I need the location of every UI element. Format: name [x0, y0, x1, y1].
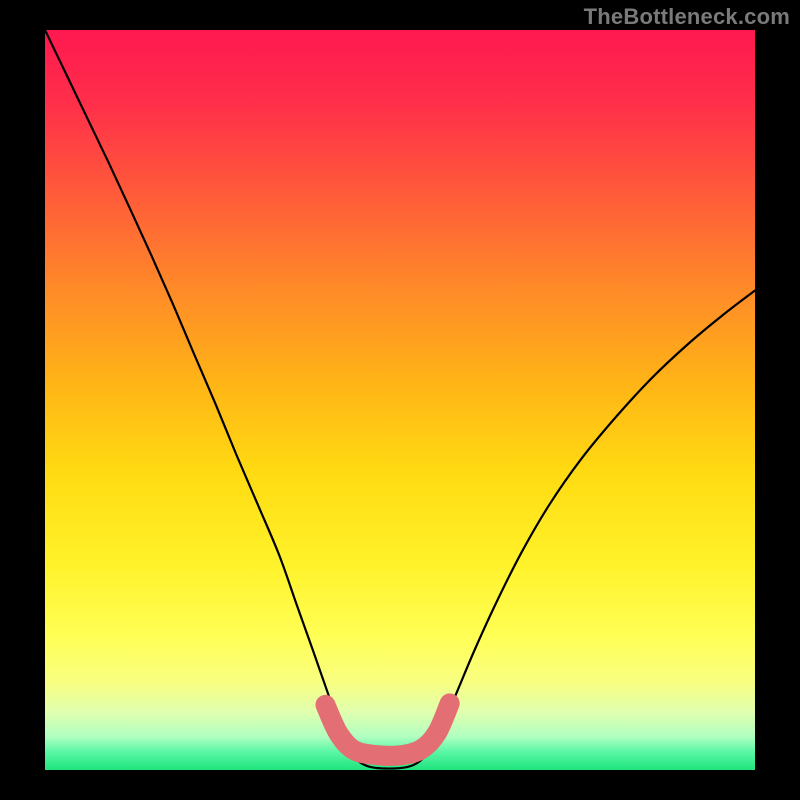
- bottleneck-curve-chart: [0, 0, 800, 800]
- plot-background: [45, 30, 755, 770]
- chart-stage: TheBottleneck.com: [0, 0, 800, 800]
- watermark-text: TheBottleneck.com: [584, 4, 790, 30]
